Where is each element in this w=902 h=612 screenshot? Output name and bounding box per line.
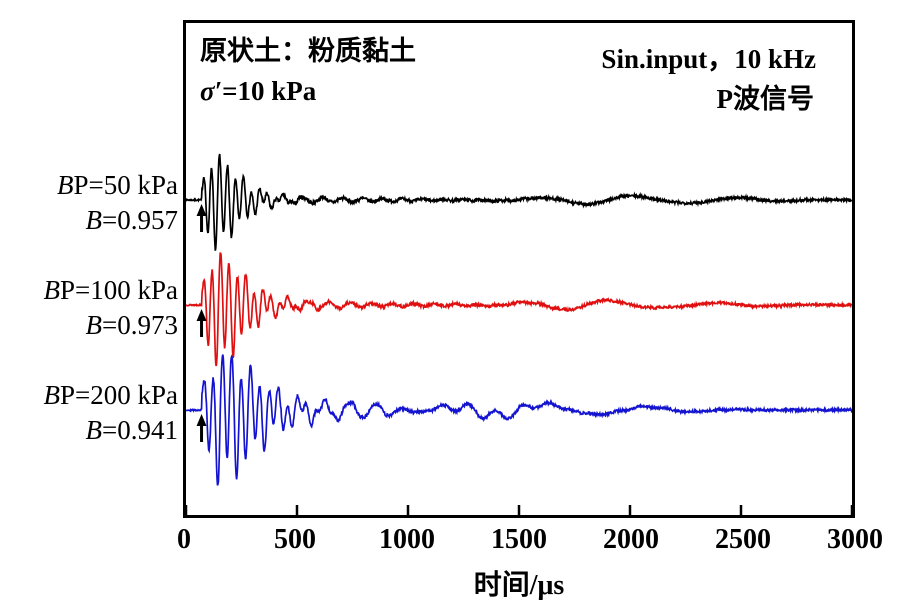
x-tick-500: 500 bbox=[274, 524, 316, 555]
trace-label-bp200: BP=200 kPa B=0.941 bbox=[44, 378, 179, 448]
trace-label-line1: BP=50 kPa bbox=[57, 168, 178, 203]
bp-value: P=100 kPa bbox=[60, 275, 178, 305]
specimen-text: 原状土：粉质黏土 bbox=[200, 36, 416, 66]
sigma-value: =10 kPa bbox=[222, 76, 317, 106]
x-tick-1500: 1500 bbox=[491, 524, 547, 555]
b-symbol: B bbox=[85, 205, 103, 235]
b-symbol: B bbox=[43, 275, 61, 305]
x-tick-3000: 3000 bbox=[827, 524, 883, 555]
trace-label-line2: B=0.973 bbox=[44, 308, 178, 343]
stress-text: σ′=10 kPa bbox=[200, 71, 416, 111]
signal-trace-200kpa bbox=[186, 354, 852, 486]
b-symbol: B bbox=[85, 415, 103, 445]
x-tick-1000: 1000 bbox=[379, 524, 435, 555]
b-value: =0.957 bbox=[102, 205, 178, 235]
x-axis-title: 时间/μs bbox=[473, 570, 565, 601]
b-symbol: B bbox=[85, 310, 103, 340]
plot-area: 原状土：粉质黏土 σ′=10 kPa Sin.input，10 kHz P波信号 bbox=[183, 20, 855, 518]
sigma-symbol: σ′ bbox=[200, 76, 223, 106]
waveform-canvas bbox=[186, 153, 852, 515]
signal-trace-50kpa bbox=[186, 153, 852, 251]
b-value: =0.941 bbox=[102, 415, 178, 445]
signal-trace-100kpa bbox=[186, 252, 852, 367]
arrival-arrow-head bbox=[196, 309, 207, 321]
x-tick-2000: 2000 bbox=[603, 524, 659, 555]
x-tick-0: 0 bbox=[177, 524, 191, 555]
annotation-specimen: 原状土：粉质黏土 σ′=10 kPa bbox=[200, 31, 416, 111]
bp-value: P=200 kPa bbox=[60, 380, 178, 410]
x-tick-2500: 2500 bbox=[715, 524, 771, 555]
arrival-arrow-head bbox=[196, 414, 207, 426]
trace-label-bp100: BP=100 kPa B=0.973 bbox=[44, 273, 179, 343]
b-symbol: B bbox=[57, 170, 74, 200]
b-symbol: B bbox=[43, 380, 61, 410]
wave-type-text: P波信号 bbox=[716, 84, 815, 114]
arrival-arrow-head bbox=[196, 204, 207, 216]
trace-label-bp50: BP=50 kPa B=0.957 bbox=[57, 168, 178, 238]
trace-label-line2: B=0.957 bbox=[57, 203, 178, 238]
trace-label-line2: B=0.941 bbox=[44, 413, 178, 448]
bp-value: P=50 kPa bbox=[73, 170, 179, 200]
b-value: =0.973 bbox=[102, 310, 178, 340]
trace-label-line1: BP=200 kPa bbox=[44, 378, 179, 413]
trace-label-line1: BP=100 kPa bbox=[44, 273, 179, 308]
input-signal-text: Sin.input，10 kHz bbox=[601, 44, 816, 74]
annotation-input: Sin.input，10 kHz P波信号 bbox=[601, 39, 816, 119]
